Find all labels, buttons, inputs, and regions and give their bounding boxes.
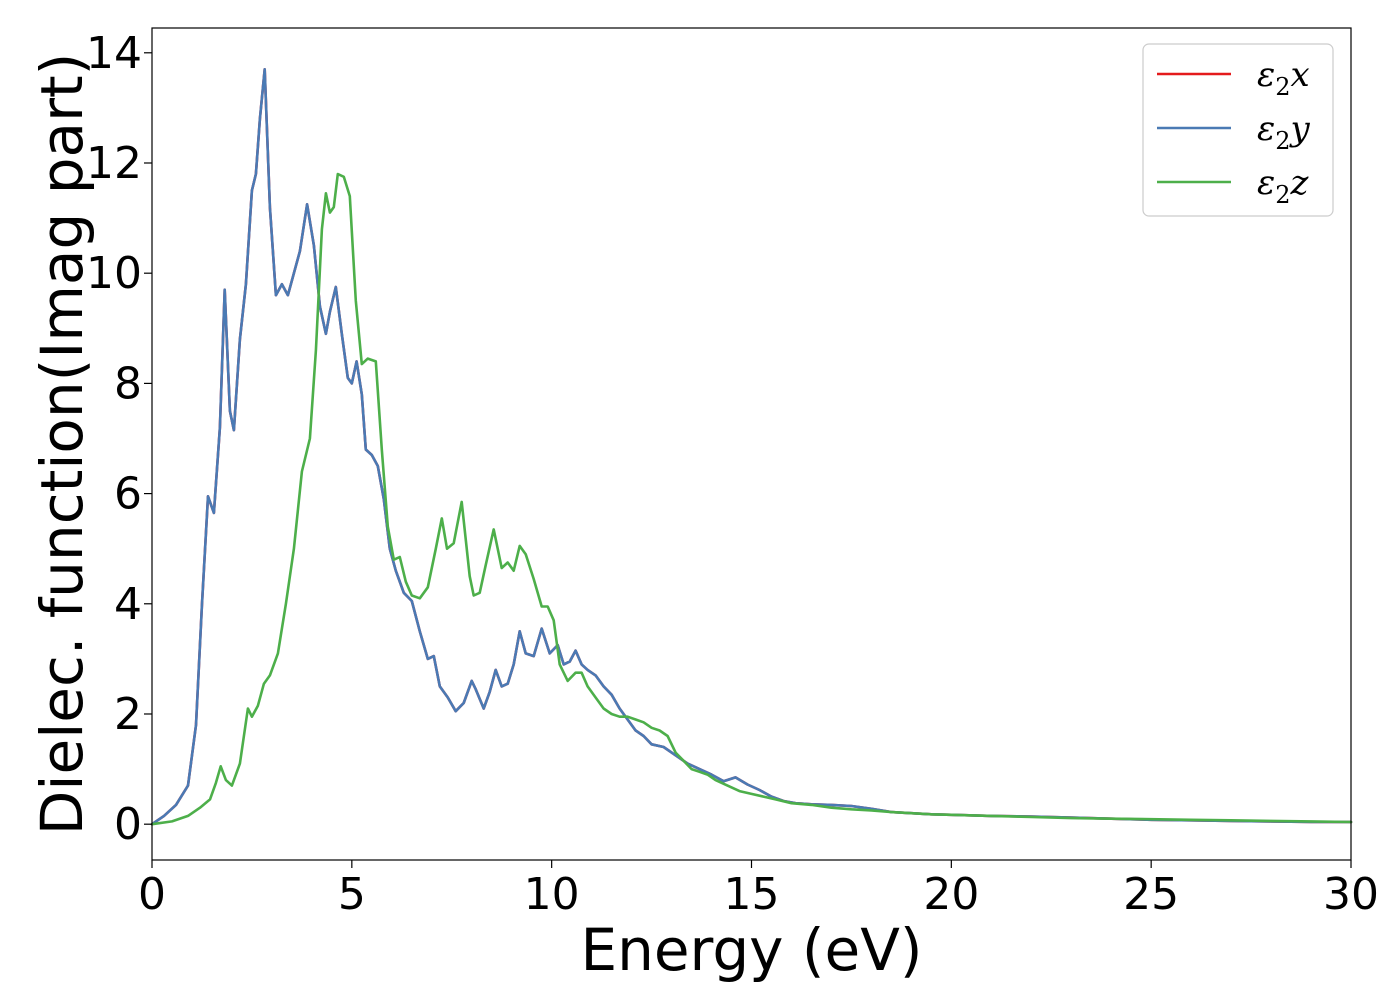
y-tick-label: 2: [114, 689, 142, 740]
x-tick-label: 5: [338, 869, 366, 920]
legend-label: ε2y: [1257, 109, 1311, 155]
x-tick-label: 20: [923, 869, 979, 920]
legend-symbol: ε: [1257, 163, 1275, 203]
legend-subscript: 2: [1275, 181, 1290, 209]
series-layer: [150, 68, 1353, 826]
x-tick-label: 30: [1323, 869, 1379, 920]
x-tick-label: 15: [724, 869, 780, 920]
legend-label: ε2z: [1257, 163, 1310, 209]
y-tick-label: 8: [114, 358, 142, 409]
y-tick-label: 4: [114, 579, 142, 630]
legend-component: y: [1289, 109, 1311, 149]
series-line-3: [150, 172, 1353, 826]
legend-label: ε2x: [1257, 55, 1310, 101]
legend-subscript: 2: [1275, 127, 1290, 155]
legend-box: [1142, 43, 1334, 217]
x-axis-label: Energy (eV): [580, 916, 922, 984]
x-tick-label: 0: [138, 869, 166, 920]
x-tick-label: 10: [524, 869, 580, 920]
y-tick-label: 0: [114, 799, 142, 850]
legend-symbol: ε: [1257, 55, 1275, 95]
legend-component: z: [1290, 163, 1310, 203]
legend-component: x: [1291, 55, 1310, 95]
x-axis: 0 5 10 15 20 25 30: [138, 860, 1379, 920]
y-tick-label: 12: [86, 138, 142, 189]
x-tick-label: 25: [1123, 869, 1179, 920]
legend-subscript: 2: [1275, 73, 1290, 101]
legend-symbol: ε: [1257, 109, 1275, 149]
y-tick-label: 6: [114, 469, 142, 520]
y-tick-label: 14: [86, 28, 142, 79]
y-axis: 0 2 4 6 8 10 12 14: [86, 28, 152, 850]
y-axis-label: Dielec. function(Imag part): [28, 53, 96, 836]
y-tick-label: 10: [86, 248, 142, 299]
